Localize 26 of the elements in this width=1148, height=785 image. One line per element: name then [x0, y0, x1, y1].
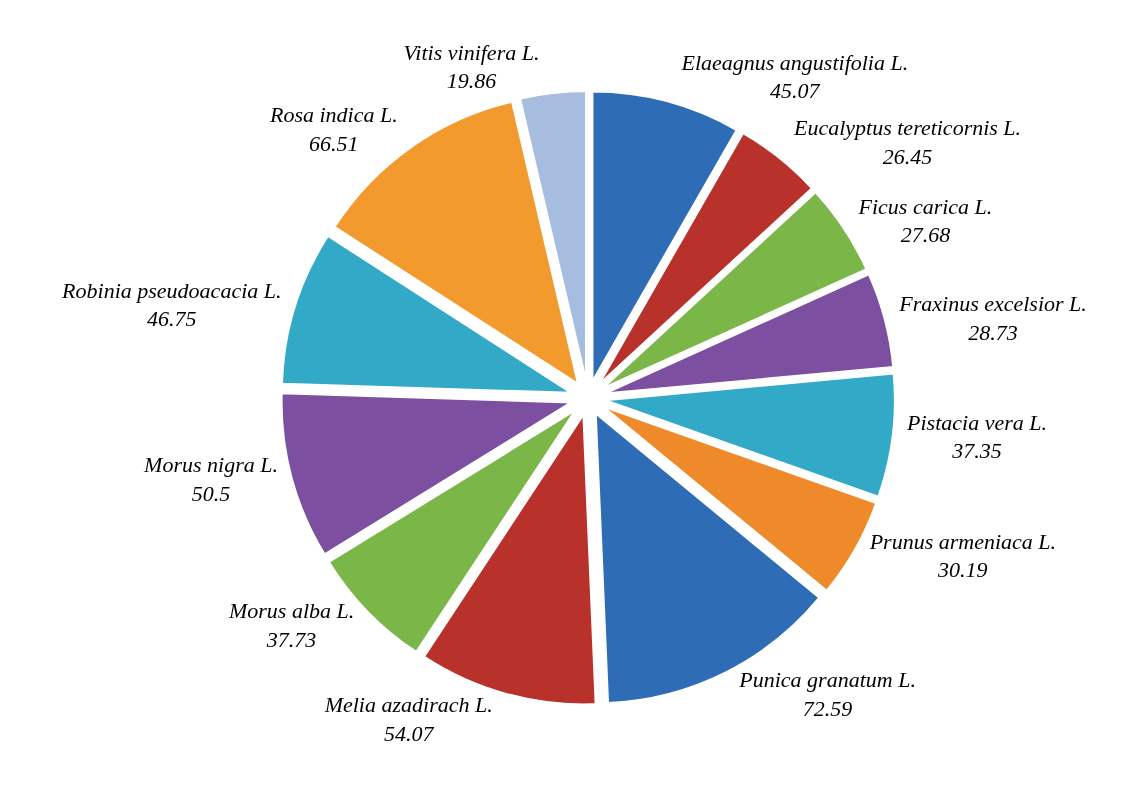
data-label: 37.73	[265, 626, 317, 652]
data-label: 37.35	[951, 438, 1002, 464]
data-label: 50.5	[191, 480, 231, 506]
slice-label: Morus alba L.	[227, 597, 355, 623]
data-label: 30.19	[937, 557, 988, 583]
slice-label: Elaeagnus angustifolia L.	[680, 49, 909, 75]
slice-label: Vitis vinifera L.	[403, 39, 540, 65]
slice-label: Eucalyptus tereticornis L.	[792, 114, 1022, 140]
data-label: 54.07	[383, 720, 435, 746]
data-label: 28.73	[968, 319, 1018, 345]
slice-label: Robinia pseudoacacia L.	[61, 277, 282, 303]
data-label: 27.68	[900, 222, 951, 248]
slice-label: Pistacia vera L.	[906, 409, 1047, 435]
data-label: 19.86	[446, 68, 497, 94]
data-label: 26.45	[882, 143, 933, 169]
data-label: 72.59	[802, 696, 853, 722]
slice-label: Ficus carica L.	[857, 193, 993, 219]
data-label: 46.75	[147, 306, 197, 332]
data-label: 45.07	[770, 78, 821, 104]
slice-label: Morus nigra L.	[143, 451, 278, 477]
slice-label: Melia azadirach L.	[323, 691, 493, 717]
slice-label: Punica granatum L.	[738, 667, 916, 693]
slice-label: Prunus armeniaca L.	[868, 528, 1057, 554]
slice-label: Fraxinus excelsior L.	[898, 291, 1087, 317]
slice-label: Rosa indica L.	[268, 102, 398, 128]
data-label: 66.51	[309, 130, 359, 156]
